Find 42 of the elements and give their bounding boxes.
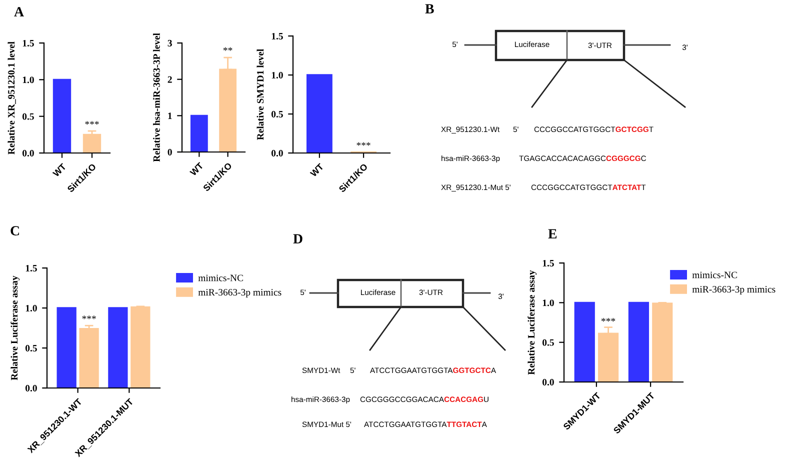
y-tick-label: 3 [168,40,172,46]
y-axis-title: Relative SMYD1 level [256,49,264,140]
y-tick-label: 1.5 [22,40,34,47]
legend-label: mimics-NC [692,272,737,278]
y-tick-label: 0.0 [22,150,34,157]
y-tick-label: 0.0 [542,378,554,386]
y-tick-label: 2 [168,76,172,83]
chart-title: C [10,226,19,236]
y-tick-label: 1.5 [542,260,554,267]
y-tick-label: 1.5 [272,32,283,40]
annotation: *** [601,318,616,322]
legend-label: mimics-NC [198,274,243,282]
y-tick-label: 0.5 [542,339,554,346]
y-tick-label: 0.5 [271,110,283,118]
annotation: ** [223,47,232,51]
y-tick-label: 1.0 [272,72,283,79]
y-axis-title: Relative Luciferase assay [528,270,537,375]
y-tick-label: 0.5 [22,113,34,120]
legend-label: miR-3663-3p mimics [198,289,282,298]
y-tick-label: 0.0 [271,150,283,157]
y-axis-title: Relative hsa-miR-3663-3P level [153,33,160,162]
y-tick-label: 0 [168,148,172,156]
annotation: *** [356,142,370,146]
annotation: *** [82,316,96,320]
y-tick-label: 1.5 [26,264,37,272]
text: B [425,4,434,14]
y-tick-label: 0.5 [25,344,37,352]
chart-title: E [548,229,557,238]
annotation: *** [85,121,99,125]
x-tick-label: WT [190,162,204,176]
y-tick-label: 1.0 [22,76,34,84]
y-tick-label: 1.0 [542,300,554,306]
x-tick-label: WT [310,163,324,178]
legend-label: miR-3663-3p mimics [692,286,776,295]
y-tick-label: 1.0 [26,304,37,312]
y-axis-title: Relative XR_951230.1 level [8,42,16,154]
y-tick-label: 1 [168,112,172,120]
chart-title: A [14,7,24,16]
y-tick-label: 0.0 [25,384,37,392]
x-tick-label: WT [52,163,67,178]
text: D [293,234,302,244]
y-axis-title: Relative Luciferase assay [10,276,20,380]
